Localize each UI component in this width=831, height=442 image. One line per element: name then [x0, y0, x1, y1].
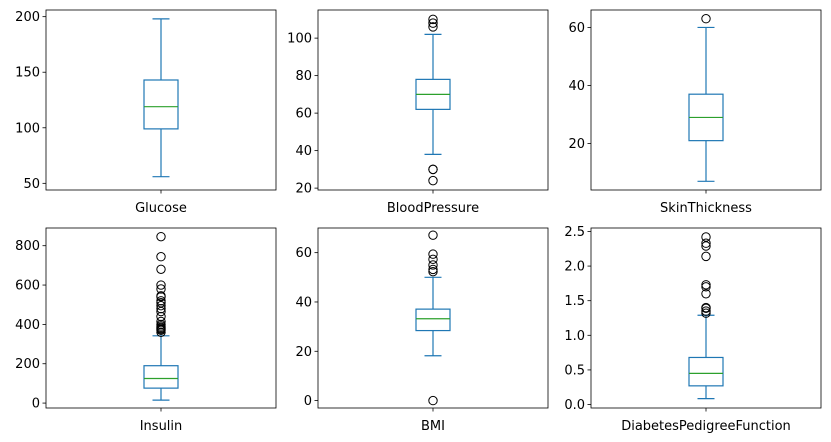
y-tick-label: 60: [295, 107, 312, 122]
subplot-2: 20 40 60 80 100 BloodPressure: [287, 9, 549, 216]
y-tick-label: 50: [23, 177, 40, 192]
outlier-point: [701, 306, 711, 316]
y-tick-label: 2.0: [564, 260, 585, 275]
outlier-point: [701, 232, 711, 242]
outlier-point: [428, 260, 438, 270]
y-tick-label: 20: [568, 137, 585, 152]
y-tick-label: 40: [568, 79, 585, 94]
y-tick-label: 40: [295, 295, 312, 310]
x-tick-label: BloodPressure: [387, 201, 479, 216]
x-tick-label: Insulin: [140, 419, 183, 434]
outlier-point: [156, 296, 166, 306]
y-tick-label: 600: [15, 279, 40, 294]
y-tick-label: 60: [568, 21, 585, 36]
outlier-point: [428, 175, 438, 186]
outlier-point: [701, 14, 711, 24]
outlier-point: [701, 280, 711, 290]
y-tick-label: 200: [15, 10, 40, 25]
y-tick-label: 0: [32, 397, 40, 412]
outlier-point: [428, 14, 438, 25]
subplot-1: 50 100 150 200 Glucose: [15, 9, 277, 216]
outlier-point: [428, 254, 438, 265]
outlier-point: [701, 289, 711, 299]
iqr-box: [143, 365, 179, 389]
x-tick-label: Glucose: [135, 201, 187, 216]
y-tick-label: 200: [15, 357, 40, 372]
y-tick-label: 400: [15, 318, 40, 333]
y-tick-label: 80: [295, 69, 312, 84]
outlier-point: [428, 164, 438, 175]
y-tick-label: 0.0: [564, 398, 585, 413]
outlier-point: [428, 264, 438, 275]
y-tick-label: 1.0: [564, 329, 585, 344]
y-tick-label: 60: [295, 246, 312, 261]
subplot-3: 20 40 60 SkinThickness: [568, 9, 822, 216]
axes-frame: [45, 227, 277, 409]
y-tick-label: 0: [304, 394, 312, 409]
x-tick-label: BMI: [421, 419, 445, 434]
outlier-point: [701, 251, 711, 262]
subplot-4: 0 200 400 600 800 Insulin: [15, 227, 277, 434]
outlier-point: [156, 319, 166, 330]
y-tick-label: 40: [295, 144, 312, 159]
y-tick-label: 0.5: [564, 363, 585, 378]
outlier-point: [428, 266, 438, 277]
iqr-box: [688, 356, 724, 387]
subplot-5: 0 20 40 60 BMI: [295, 227, 549, 434]
outlier-point: [428, 249, 438, 259]
y-tick-label: 150: [15, 66, 40, 81]
outlier-point: [156, 311, 166, 322]
outlier-point: [156, 291, 166, 301]
outlier-point: [701, 302, 711, 313]
y-tick-label: 20: [295, 345, 312, 360]
outlier-point: [156, 231, 166, 242]
outlier-point: [428, 22, 438, 32]
outlier-point: [428, 395, 438, 406]
outlier-point: [156, 264, 166, 275]
outlier-point: [701, 238, 711, 248]
y-tick-label: 1.5: [564, 294, 585, 309]
iqr-box: [143, 79, 179, 130]
y-tick-label: 800: [15, 239, 40, 254]
outlier-point: [156, 280, 166, 290]
outlier-point: [701, 241, 711, 251]
x-tick-label: SkinThickness: [660, 201, 752, 216]
outlier-point: [156, 316, 166, 327]
y-tick-label: 100: [15, 121, 40, 136]
y-tick-label: 20: [295, 182, 312, 197]
outlier-point: [428, 18, 438, 28]
y-tick-label: 2.5: [564, 225, 585, 240]
subplot-6: 0.0 0.5 1.0 1.5 2.0 2.5 DiabetesPedigreeFuncti…: [564, 225, 822, 434]
outlier-point: [428, 230, 438, 240]
x-tick-label: DiabetesPedigreeFunction: [621, 419, 791, 434]
outlier-point: [156, 284, 166, 294]
outlier-point: [156, 303, 166, 314]
outlier-point: [156, 252, 166, 262]
iqr-box: [415, 308, 451, 332]
y-tick-label: 100: [287, 32, 312, 47]
